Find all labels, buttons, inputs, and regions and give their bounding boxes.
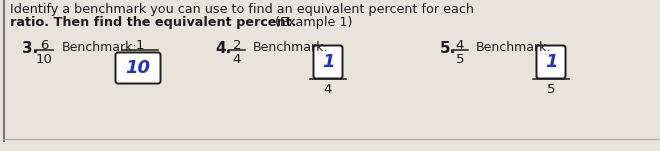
Text: ratio. Then find the equivalent percent.: ratio. Then find the equivalent percent. — [10, 16, 296, 29]
FancyBboxPatch shape — [314, 45, 343, 79]
Text: Benchmark:: Benchmark: — [253, 41, 329, 54]
Text: 2: 2 — [233, 39, 242, 52]
Text: 4: 4 — [233, 53, 241, 66]
FancyBboxPatch shape — [115, 53, 160, 84]
Text: 5.: 5. — [440, 41, 456, 56]
Text: 6: 6 — [40, 39, 48, 52]
FancyBboxPatch shape — [537, 45, 566, 79]
Text: Identify a benchmark you can use to find an equivalent percent for each: Identify a benchmark you can use to find… — [10, 3, 474, 16]
Text: 3.: 3. — [22, 41, 38, 56]
Text: 4.: 4. — [215, 41, 231, 56]
Text: 4: 4 — [456, 39, 464, 52]
Text: Benchmark:: Benchmark: — [476, 41, 552, 54]
Text: 1: 1 — [136, 39, 145, 52]
Text: 5: 5 — [456, 53, 464, 66]
Text: (Example 1): (Example 1) — [271, 16, 352, 29]
Text: 4: 4 — [324, 83, 332, 96]
Text: 10: 10 — [125, 59, 150, 77]
Text: 1: 1 — [322, 53, 334, 71]
Text: 10: 10 — [36, 53, 52, 66]
Text: Benchmark:: Benchmark: — [62, 41, 138, 54]
Text: 5: 5 — [546, 83, 555, 96]
Text: 1: 1 — [544, 53, 557, 71]
